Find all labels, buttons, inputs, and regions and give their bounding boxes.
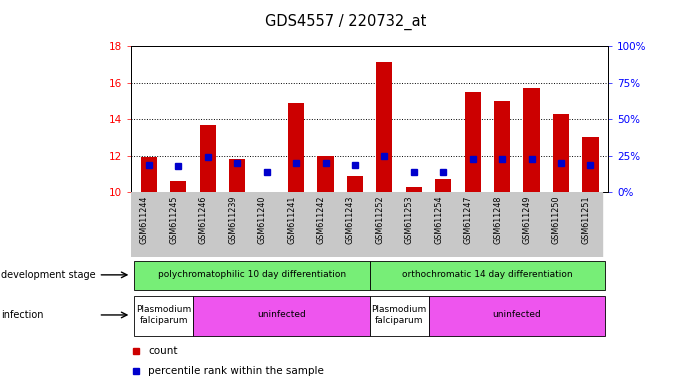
Text: GSM611241: GSM611241 xyxy=(287,195,296,243)
Text: Plasmodium
falciparum: Plasmodium falciparum xyxy=(372,305,427,324)
Bar xyxy=(583,137,598,192)
Text: orthochromatic 14 day differentiation: orthochromatic 14 day differentiation xyxy=(402,270,573,280)
Text: uninfected: uninfected xyxy=(493,310,541,319)
Bar xyxy=(317,156,334,192)
Bar xyxy=(464,92,481,192)
Bar xyxy=(370,261,605,290)
Text: GDS4557 / 220732_at: GDS4557 / 220732_at xyxy=(265,13,426,30)
Bar xyxy=(370,296,428,336)
Bar xyxy=(288,103,304,192)
Bar xyxy=(170,181,187,192)
Text: percentile rank within the sample: percentile rank within the sample xyxy=(148,366,324,376)
Text: GSM611247: GSM611247 xyxy=(464,195,473,244)
Bar xyxy=(377,63,392,192)
Bar xyxy=(193,296,370,336)
Bar xyxy=(347,175,363,192)
Bar xyxy=(229,159,245,192)
Text: uninfected: uninfected xyxy=(257,310,305,319)
Text: GSM611243: GSM611243 xyxy=(346,195,355,243)
Text: development stage: development stage xyxy=(1,270,96,280)
Text: Plasmodium
falciparum: Plasmodium falciparum xyxy=(136,305,191,324)
Bar xyxy=(134,296,193,336)
Bar xyxy=(553,114,569,192)
Text: GSM611245: GSM611245 xyxy=(169,195,178,244)
Text: GSM611249: GSM611249 xyxy=(522,195,531,244)
Text: GSM611250: GSM611250 xyxy=(552,195,561,244)
Bar xyxy=(406,187,422,192)
Text: GSM611244: GSM611244 xyxy=(140,195,149,243)
Text: infection: infection xyxy=(1,310,44,320)
Bar xyxy=(134,261,370,290)
Text: GSM611251: GSM611251 xyxy=(581,195,590,244)
Bar xyxy=(435,179,451,192)
Text: GSM611253: GSM611253 xyxy=(405,195,414,244)
Text: GSM611240: GSM611240 xyxy=(258,195,267,243)
Text: GSM611239: GSM611239 xyxy=(228,195,237,244)
Text: GSM611254: GSM611254 xyxy=(434,195,443,244)
Text: GSM611242: GSM611242 xyxy=(316,195,325,244)
Bar xyxy=(524,88,540,192)
Bar xyxy=(141,157,157,192)
Bar xyxy=(200,124,216,192)
Text: GSM611248: GSM611248 xyxy=(493,195,502,243)
Bar xyxy=(494,101,510,192)
Text: polychromatophilic 10 day differentiation: polychromatophilic 10 day differentiatio… xyxy=(158,270,346,280)
Text: GSM611246: GSM611246 xyxy=(199,195,208,243)
Text: count: count xyxy=(148,346,178,356)
Bar xyxy=(428,296,605,336)
Text: GSM611252: GSM611252 xyxy=(375,195,384,244)
